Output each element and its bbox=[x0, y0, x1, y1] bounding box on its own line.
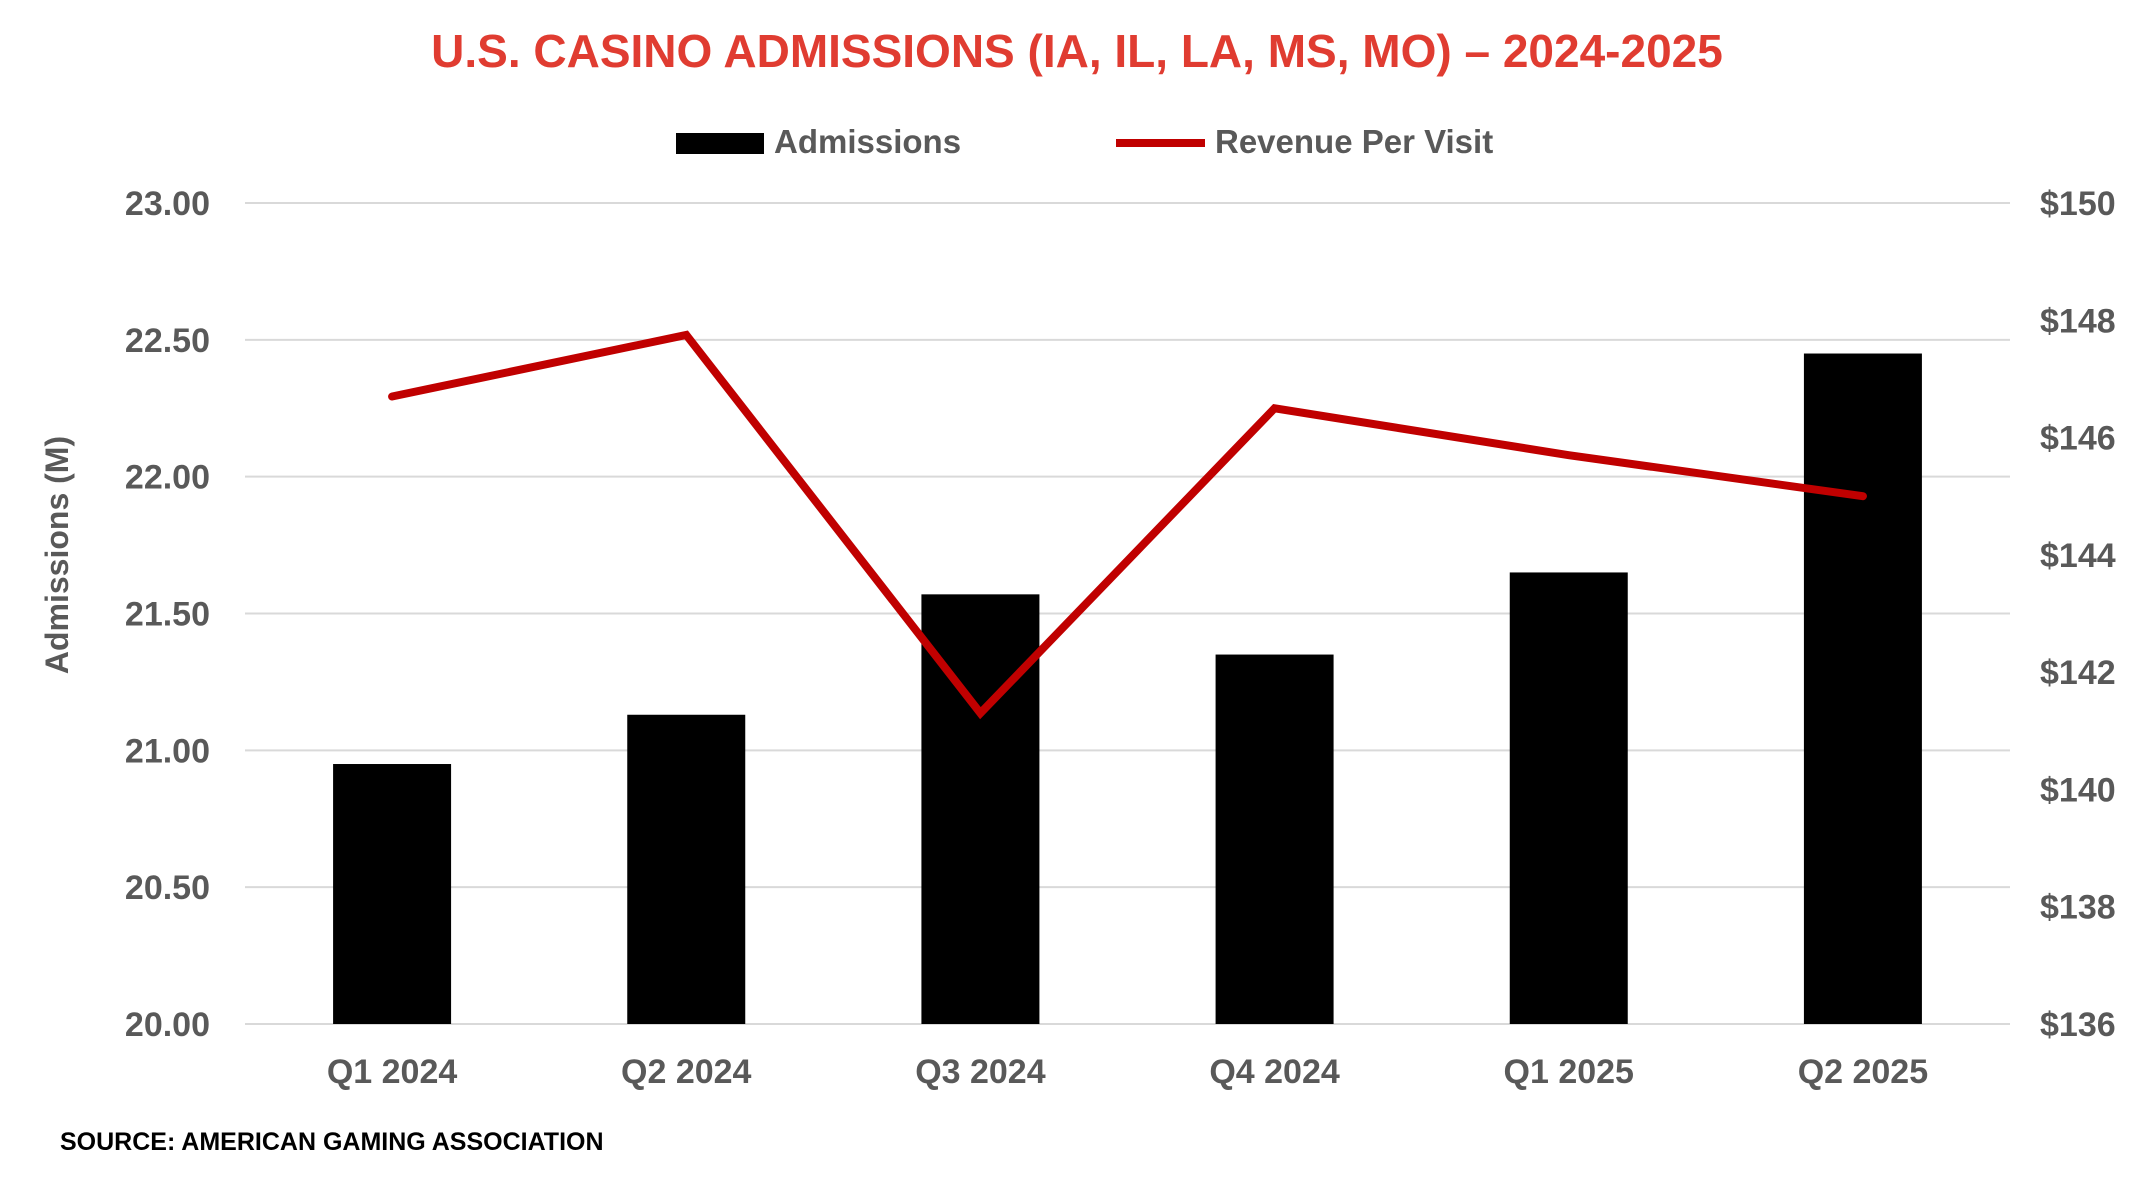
x-axis-ticks: Q1 2024 Q2 2024 Q3 2024 Q4 2024 Q1 2025 Q2 20… bbox=[327, 1053, 1928, 1091]
admissions-bars bbox=[333, 353, 1922, 1024]
x-tick-label: Q2 2024 bbox=[621, 1053, 752, 1091]
legend-admissions-swatch bbox=[676, 133, 764, 154]
bar-admissions bbox=[627, 714, 746, 1024]
y2-tick-label: $148 bbox=[2040, 302, 2116, 340]
y2-tick-label: $138 bbox=[2040, 889, 2116, 927]
y-tick-label: 22.50 bbox=[125, 322, 210, 360]
y-tick-label: 20.00 bbox=[125, 1006, 210, 1044]
x-tick-label: Q3 2024 bbox=[915, 1053, 1046, 1091]
y-axis-label: Admissions (M) bbox=[39, 436, 75, 674]
y2-tick-label: $144 bbox=[2040, 537, 2116, 575]
chart-title: U.S. CASINO ADMISSIONS (IA, IL, LA, MS, … bbox=[431, 25, 1723, 77]
y2-tick-label: $146 bbox=[2040, 420, 2116, 458]
right-axis-ticks: $136 $138 $140 $142 $144 $146 $148 $150 bbox=[2040, 185, 2116, 1044]
bar-admissions bbox=[1509, 572, 1628, 1024]
bar-admissions bbox=[1215, 654, 1334, 1024]
x-tick-label: Q2 2025 bbox=[1798, 1053, 1928, 1091]
x-tick-label: Q1 2024 bbox=[327, 1053, 458, 1091]
bar-admissions bbox=[1803, 353, 1922, 1024]
x-tick-label: Q1 2025 bbox=[1504, 1053, 1634, 1091]
source-note: SOURCE: AMERICAN GAMING ASSOCIATION bbox=[60, 1128, 604, 1156]
x-tick-label: Q4 2024 bbox=[1209, 1053, 1340, 1091]
y-tick-label: 23.00 bbox=[125, 185, 210, 223]
y2-tick-label: $142 bbox=[2040, 654, 2116, 692]
y2-tick-label: $140 bbox=[2040, 771, 2116, 809]
y-tick-label: 22.00 bbox=[125, 459, 210, 497]
legend-admissions-label: Admissions bbox=[774, 123, 961, 160]
line-revenue-per-visit bbox=[388, 330, 1867, 720]
y-tick-label: 21.50 bbox=[125, 596, 210, 634]
bar-admissions bbox=[333, 764, 452, 1024]
y2-tick-label: $136 bbox=[2040, 1006, 2116, 1044]
y2-tick-label: $150 bbox=[2040, 185, 2116, 223]
legend: Admissions Revenue Per Visit bbox=[676, 123, 1493, 160]
left-axis-ticks: 20.00 20.50 21.00 21.50 22.00 22.50 23.00 bbox=[125, 185, 210, 1044]
gridlines bbox=[245, 202, 2010, 1025]
legend-revenue-label: Revenue Per Visit bbox=[1215, 123, 1493, 160]
revenue-line bbox=[388, 330, 1867, 720]
y-tick-label: 21.00 bbox=[125, 732, 210, 770]
y-tick-label: 20.50 bbox=[125, 869, 210, 907]
